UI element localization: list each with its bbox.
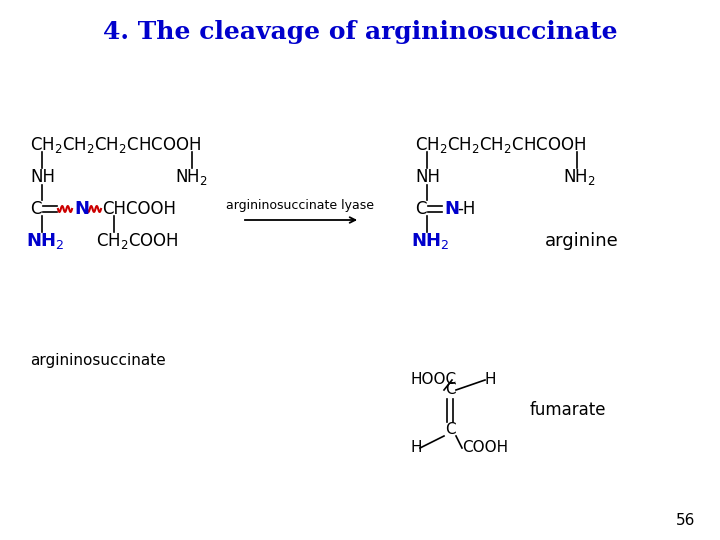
Text: NH$_2$: NH$_2$ [175, 167, 208, 187]
Text: HOOC: HOOC [410, 373, 456, 388]
Text: N: N [74, 200, 89, 218]
Text: argininosuccinate: argininosuccinate [30, 353, 166, 368]
Text: NH: NH [415, 168, 440, 186]
Text: C: C [30, 200, 42, 218]
Text: N: N [444, 200, 459, 218]
Text: CH$_2$CH$_2$CH$_2$CHCOOH: CH$_2$CH$_2$CH$_2$CHCOOH [415, 135, 586, 155]
Text: C: C [445, 422, 455, 437]
Text: CH$_2$COOH: CH$_2$COOH [96, 231, 179, 251]
Text: 4. The cleavage of argininosuccinate: 4. The cleavage of argininosuccinate [103, 20, 617, 44]
Text: NH$_2$: NH$_2$ [26, 231, 65, 251]
Text: COOH: COOH [462, 441, 508, 456]
Text: C: C [415, 200, 426, 218]
Text: 56: 56 [675, 513, 695, 528]
Text: fumarate: fumarate [530, 401, 606, 419]
Text: arginine: arginine [545, 232, 618, 250]
Text: C: C [445, 382, 455, 397]
Text: H: H [485, 373, 497, 388]
Text: -H: -H [457, 200, 475, 218]
Text: H: H [410, 441, 421, 456]
Text: CHCOOH: CHCOOH [102, 200, 176, 218]
Text: NH: NH [30, 168, 55, 186]
Text: NH$_2$: NH$_2$ [563, 167, 595, 187]
Text: argininosuccinate lyase: argininosuccinate lyase [226, 199, 374, 213]
Text: NH$_2$: NH$_2$ [411, 231, 449, 251]
Text: CH$_2$CH$_2$CH$_2$CHCOOH: CH$_2$CH$_2$CH$_2$CHCOOH [30, 135, 202, 155]
